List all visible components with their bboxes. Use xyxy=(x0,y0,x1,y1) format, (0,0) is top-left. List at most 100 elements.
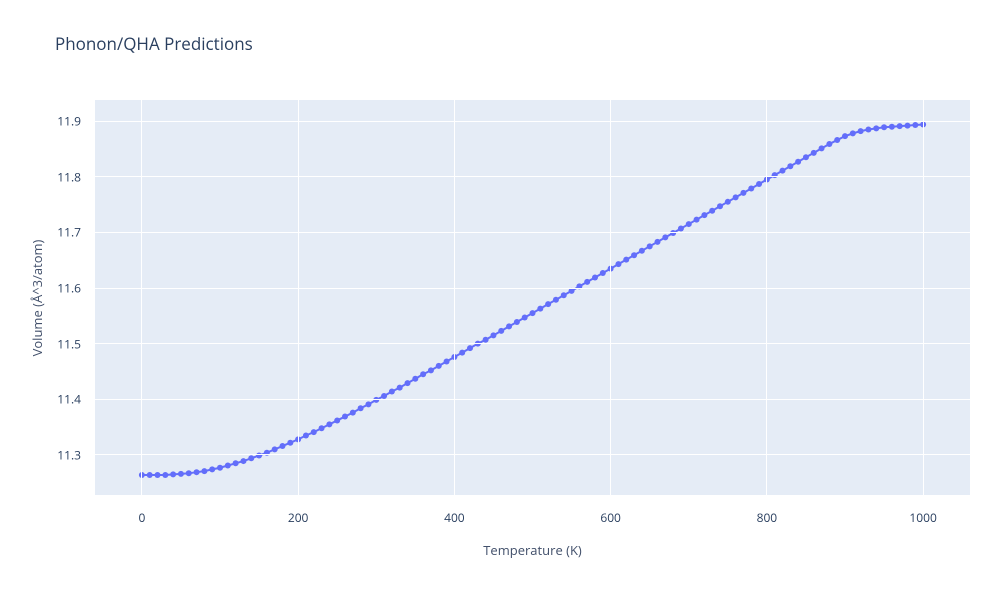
data-point[interactable] xyxy=(670,230,676,236)
data-point[interactable] xyxy=(834,137,840,143)
data-point[interactable] xyxy=(740,190,746,196)
data-point[interactable] xyxy=(248,455,254,461)
data-point[interactable] xyxy=(490,332,496,338)
data-point[interactable] xyxy=(819,145,825,151)
data-point[interactable] xyxy=(701,212,707,218)
data-point[interactable] xyxy=(467,345,473,351)
data-point[interactable] xyxy=(631,252,637,258)
data-point[interactable] xyxy=(412,376,418,382)
x-tick-label: 400 xyxy=(444,509,465,526)
data-point[interactable] xyxy=(147,472,153,478)
data-point[interactable] xyxy=(678,226,684,232)
data-point[interactable] xyxy=(725,199,731,205)
data-point[interactable] xyxy=(905,123,911,129)
y-grid-line xyxy=(95,343,970,344)
data-point[interactable] xyxy=(506,323,512,329)
x-grid-line xyxy=(610,100,611,495)
data-point[interactable] xyxy=(545,301,551,307)
data-point[interactable] xyxy=(522,315,528,321)
data-point[interactable] xyxy=(842,133,848,139)
data-point[interactable] xyxy=(537,306,543,312)
data-point[interactable] xyxy=(694,217,700,223)
data-point[interactable] xyxy=(873,125,879,131)
data-point[interactable] xyxy=(826,141,832,147)
data-point[interactable] xyxy=(803,154,809,160)
data-point[interactable] xyxy=(655,239,661,245)
data-point[interactable] xyxy=(709,208,715,214)
data-point[interactable] xyxy=(795,159,801,165)
data-point[interactable] xyxy=(233,460,239,466)
data-point[interactable] xyxy=(881,124,887,130)
data-point[interactable] xyxy=(420,371,426,377)
data-point[interactable] xyxy=(397,385,403,391)
data-point[interactable] xyxy=(311,429,317,435)
data-point[interactable] xyxy=(639,248,645,254)
data-point[interactable] xyxy=(459,350,465,356)
data-point[interactable] xyxy=(623,257,629,263)
data-point[interactable] xyxy=(756,181,762,187)
data-point[interactable] xyxy=(498,328,504,334)
data-point[interactable] xyxy=(787,163,793,169)
data-point[interactable] xyxy=(717,203,723,209)
data-point[interactable] xyxy=(319,425,325,431)
data-point[interactable] xyxy=(256,453,262,459)
y-grid-line xyxy=(95,454,970,455)
data-point[interactable] xyxy=(748,185,754,191)
data-point[interactable] xyxy=(280,443,286,449)
data-point[interactable] xyxy=(584,279,590,285)
y-tick-label: 11.8 xyxy=(57,168,81,185)
data-point[interactable] xyxy=(858,128,864,134)
data-point[interactable] xyxy=(240,458,246,464)
data-point[interactable] xyxy=(600,270,606,276)
data-point[interactable] xyxy=(865,126,871,132)
data-point[interactable] xyxy=(850,130,856,136)
data-point[interactable] xyxy=(155,472,161,478)
data-point[interactable] xyxy=(811,150,817,156)
data-point[interactable] xyxy=(530,310,536,316)
data-point[interactable] xyxy=(662,234,668,240)
data-point[interactable] xyxy=(897,123,903,129)
data-point[interactable] xyxy=(592,274,598,280)
data-point[interactable] xyxy=(373,397,379,403)
data-point[interactable] xyxy=(186,470,192,476)
data-point[interactable] xyxy=(889,124,895,130)
data-point[interactable] xyxy=(217,465,223,471)
data-point[interactable] xyxy=(553,297,559,303)
data-point[interactable] xyxy=(365,401,371,407)
data-point[interactable] xyxy=(686,221,692,227)
x-grid-line xyxy=(454,100,455,495)
data-point[interactable] xyxy=(405,380,411,386)
data-point[interactable] xyxy=(326,421,332,427)
data-point[interactable] xyxy=(436,363,442,369)
data-point[interactable] xyxy=(178,471,184,477)
data-point[interactable] xyxy=(615,261,621,267)
data-point[interactable] xyxy=(194,469,200,475)
data-point[interactable] xyxy=(569,288,575,294)
data-point[interactable] xyxy=(272,446,278,452)
data-point[interactable] xyxy=(780,168,786,174)
data-point[interactable] xyxy=(358,405,364,411)
data-point[interactable] xyxy=(912,122,918,128)
data-point[interactable] xyxy=(342,414,348,420)
y-grid-line xyxy=(95,121,970,122)
data-point[interactable] xyxy=(444,358,450,364)
data-point[interactable] xyxy=(170,471,176,477)
x-tick-label: 200 xyxy=(288,509,309,526)
data-point[interactable] xyxy=(389,389,395,395)
data-point[interactable] xyxy=(514,319,520,325)
data-point[interactable] xyxy=(303,432,309,438)
data-point[interactable] xyxy=(201,468,207,474)
data-point[interactable] xyxy=(334,417,340,423)
data-point[interactable] xyxy=(350,410,356,416)
data-point[interactable] xyxy=(162,472,168,478)
data-point[interactable] xyxy=(647,243,653,249)
x-grid-line xyxy=(766,100,767,495)
data-point[interactable] xyxy=(561,292,567,298)
y-grid-line xyxy=(95,288,970,289)
data-point[interactable] xyxy=(483,337,489,343)
data-point[interactable] xyxy=(209,466,215,472)
data-point[interactable] xyxy=(225,463,231,469)
data-point[interactable] xyxy=(287,440,293,446)
data-point[interactable] xyxy=(733,194,739,200)
data-point[interactable] xyxy=(428,367,434,373)
